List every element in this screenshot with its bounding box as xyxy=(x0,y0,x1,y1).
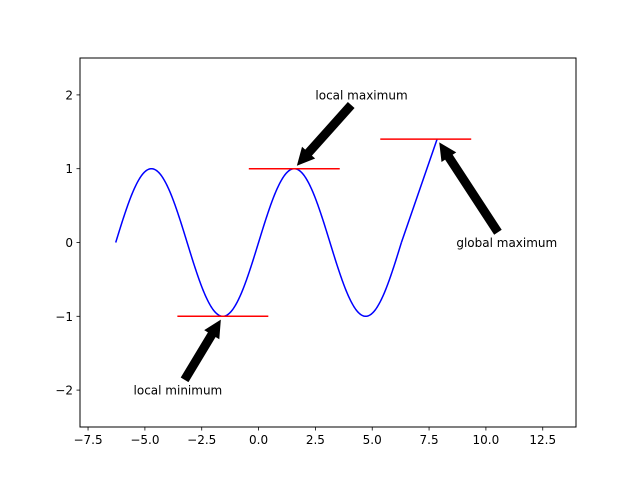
annotation-label: local maximum xyxy=(315,88,407,102)
x-tick-label: 7.5 xyxy=(420,433,439,447)
plot-layer xyxy=(114,138,472,318)
annotation-arrow xyxy=(439,142,502,235)
x-tick-label: −2.5 xyxy=(187,433,216,447)
y-tick-label: −2 xyxy=(55,384,73,398)
annotation-label: global maximum xyxy=(456,236,557,250)
x-tick-label: 0.0 xyxy=(249,433,268,447)
annotation-label: local minimum xyxy=(134,384,223,398)
y-tick-label: 1 xyxy=(65,162,73,176)
y-tick-label: 0 xyxy=(65,236,73,250)
annotation-arrow xyxy=(296,102,355,166)
series-line-1 xyxy=(114,167,403,318)
x-tick-label: −5.0 xyxy=(130,433,159,447)
y-tick-label: −1 xyxy=(55,310,73,324)
x-tick-label: 2.5 xyxy=(306,433,325,447)
annotation-arrow xyxy=(180,319,221,383)
x-tick-label: 12.5 xyxy=(529,433,556,447)
y-tick-label: 2 xyxy=(65,88,73,102)
series-line-2 xyxy=(400,138,438,243)
x-tick-label: 5.0 xyxy=(363,433,382,447)
x-tick-label: 10.0 xyxy=(473,433,500,447)
annotation-layer: local minimum local maximum global maximum xyxy=(134,88,558,397)
ticks-layer: −7.5 −5.0 −2.5 0.0 2.5 5.0 7.5 10.0 12.5 −2 −1 0 1 2 xyxy=(55,88,556,447)
x-tick-label: −7.5 xyxy=(73,433,102,447)
